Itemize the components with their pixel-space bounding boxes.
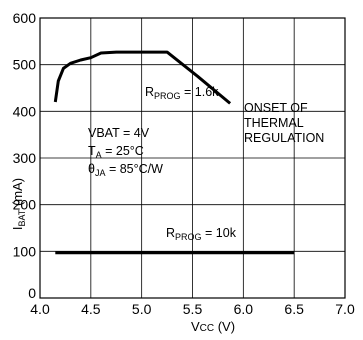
x-tick-label: 6.0 (234, 301, 254, 317)
y-axis-label: IBAT (mA) (10, 178, 27, 230)
tick-labels: 4.0 4.5 5.0 5.5 6.0 6.5 7.0 0 100 200 300 400 500 600 (13, 10, 355, 317)
onset-line-1: ONSET OF (244, 101, 308, 115)
condition-theta: θJA = 85°C/W (88, 162, 163, 178)
y-tick-label: 200 (13, 197, 37, 213)
y-tick-label: 100 (13, 243, 37, 259)
series-label-1-main: R (145, 85, 154, 99)
series-label-2-value: = 10k (202, 226, 237, 240)
condition-ta: TA = 25°C (88, 144, 144, 160)
condition-ta-value: = 25°C (102, 144, 144, 158)
series-label-2-sub: PROG (175, 232, 202, 242)
x-tick-label: 5.0 (132, 301, 152, 317)
y-tick-label: 500 (13, 57, 37, 73)
series-line-1 (53, 50, 232, 105)
series-label-2: RPROG = 10k (166, 226, 237, 242)
y-axis-label-sub: BAT (17, 209, 27, 226)
condition-ta-sub: A (96, 150, 102, 160)
plot-frame (39, 17, 346, 299)
y-tick-label: 0 (28, 285, 36, 301)
y-tick-label: 400 (13, 103, 37, 119)
condition-ta-main: T (88, 144, 96, 158)
y-tick-label: 300 (13, 150, 37, 166)
y-axis-label-main: I (10, 227, 25, 231)
series-label-1-value: = 1.6k (181, 85, 220, 99)
series-label-2-main: R (166, 226, 175, 240)
x-tick-label: 4.5 (81, 301, 101, 317)
y-tick-label: 600 (13, 10, 37, 26)
x-axis-label-unit: (V) (214, 319, 235, 334)
condition-theta-sub: JA (95, 168, 106, 178)
x-tick-label: 5.5 (183, 301, 203, 317)
series-label-1-sub: PROG (154, 91, 181, 101)
series-label-1: RPROG = 1.6k (145, 85, 219, 101)
x-tick-label: 4.0 (30, 301, 50, 317)
onset-line-3: REGULATION (244, 131, 324, 145)
x-axis-label-main: V (191, 319, 200, 334)
onset-line-2: THERMAL (244, 116, 304, 130)
condition-theta-main: θ (88, 162, 95, 176)
x-tick-label: 7.0 (335, 301, 355, 317)
y-axis-label-unit: (mA) (10, 178, 25, 210)
condition-vbat: VBAT = 4V (88, 126, 150, 140)
x-axis-label-sub: CC (200, 323, 214, 334)
x-axis-label: VCC (V) (191, 319, 235, 334)
series-layer (53, 50, 295, 255)
x-tick-label: 6.5 (284, 301, 304, 317)
condition-theta-value: = 85°C/W (105, 162, 163, 176)
